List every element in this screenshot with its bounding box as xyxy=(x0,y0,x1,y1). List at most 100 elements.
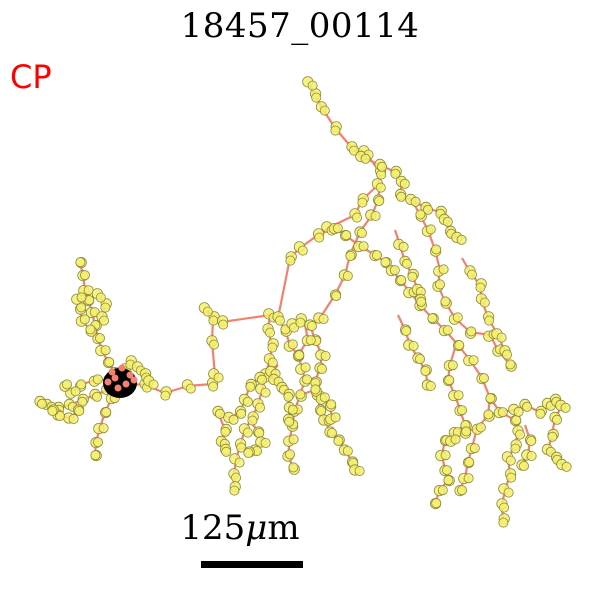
neurite-node xyxy=(354,465,365,476)
neurite-node xyxy=(552,414,563,425)
neurite-node xyxy=(356,227,367,238)
neurite-node xyxy=(234,457,245,468)
neurite-node xyxy=(242,427,253,438)
neurite-node xyxy=(456,234,467,245)
neurite-node xyxy=(76,302,87,313)
neurite-node xyxy=(475,282,486,293)
neurite-node xyxy=(408,340,419,351)
neurite-node xyxy=(443,475,454,486)
neurite-node xyxy=(208,381,219,392)
neurite-node xyxy=(330,125,341,136)
neurite-node xyxy=(535,408,546,419)
neurite-node xyxy=(498,517,509,528)
neurite-node xyxy=(371,250,382,261)
neurite-node xyxy=(331,290,342,301)
neurite-node xyxy=(220,426,231,437)
neurite-node xyxy=(75,257,86,268)
neurite-node xyxy=(242,396,253,407)
figure-title: 18457_00114 xyxy=(180,6,420,46)
neurite-node xyxy=(287,404,298,415)
neurite-node xyxy=(414,353,425,364)
neurite-node xyxy=(376,161,387,172)
neurite-node xyxy=(314,232,325,243)
neurite-node xyxy=(214,408,225,419)
neurite-node xyxy=(305,335,316,346)
neurite-node xyxy=(297,245,308,256)
neurite-node xyxy=(358,241,369,252)
neurite-node xyxy=(93,437,104,448)
neurite-node xyxy=(396,191,407,202)
neurite-node xyxy=(285,255,296,266)
neurite-node xyxy=(70,386,81,397)
neurite-node xyxy=(475,422,486,433)
neurite-node xyxy=(506,472,517,483)
neurite-node xyxy=(519,460,530,471)
neurite-node xyxy=(256,374,267,385)
neurite-node xyxy=(485,393,496,404)
neurite-node xyxy=(431,498,442,509)
neurite-node xyxy=(415,209,426,220)
neurite-node xyxy=(380,257,391,268)
neurite-node xyxy=(440,450,451,461)
neurite-node xyxy=(456,405,467,416)
neurite-node xyxy=(247,415,258,426)
soma-nodes xyxy=(104,364,138,392)
neurite-node xyxy=(254,402,265,413)
neurite-node xyxy=(229,485,240,496)
neurite-node xyxy=(399,178,410,189)
neurite-node xyxy=(511,415,522,426)
neurite-node xyxy=(431,244,442,255)
neurite-node xyxy=(333,435,344,446)
soma-node xyxy=(104,378,112,386)
neurite-node xyxy=(267,342,278,353)
neurite-node xyxy=(160,390,171,401)
neurite-node xyxy=(425,380,436,391)
neurite-node xyxy=(505,359,516,370)
neurite-node xyxy=(497,407,508,418)
neurite-node xyxy=(468,355,479,366)
neurite-nodes xyxy=(34,76,572,528)
neurite-node xyxy=(453,390,464,401)
neurite-node xyxy=(264,327,275,338)
neurite-node xyxy=(360,153,371,164)
neurite-node xyxy=(345,250,356,261)
neurite-node xyxy=(301,374,312,385)
neurite-node xyxy=(332,223,343,234)
neurite-node xyxy=(410,196,421,207)
neurite-node xyxy=(348,145,359,156)
neurite-node xyxy=(357,197,368,208)
neurite-node xyxy=(208,315,219,326)
neurite-node xyxy=(316,363,327,374)
neurite-node xyxy=(254,427,265,438)
neurite-node xyxy=(310,384,321,395)
neurite-node xyxy=(320,350,331,361)
neurite-node xyxy=(440,296,451,307)
neurite-node xyxy=(95,333,106,344)
neurite-node xyxy=(526,450,537,461)
neurite-node xyxy=(208,339,219,350)
neurite-node xyxy=(288,462,299,473)
neurite-node xyxy=(99,315,110,326)
neurite-node xyxy=(398,241,409,252)
neurite-node xyxy=(62,379,73,390)
neurite-node xyxy=(464,457,475,468)
neurite-node xyxy=(230,472,241,483)
neurite-node xyxy=(503,487,514,498)
neurite-node xyxy=(245,381,256,392)
neurite-node xyxy=(374,195,385,206)
neurite-node xyxy=(85,324,96,335)
neurite-node xyxy=(185,383,196,394)
neurite-node xyxy=(307,80,318,91)
neurite-node xyxy=(498,502,509,513)
neurite-node xyxy=(515,429,526,440)
neurite-node xyxy=(522,401,533,412)
neurite-node xyxy=(501,349,512,360)
neurite-node xyxy=(319,105,330,116)
neurite-node xyxy=(401,258,412,269)
neurite-node xyxy=(306,320,317,331)
neurite-node xyxy=(260,387,271,398)
neurite-node xyxy=(425,224,436,235)
neurite-node xyxy=(283,391,294,402)
neurite-node xyxy=(267,357,278,368)
neurite-node xyxy=(416,296,427,307)
